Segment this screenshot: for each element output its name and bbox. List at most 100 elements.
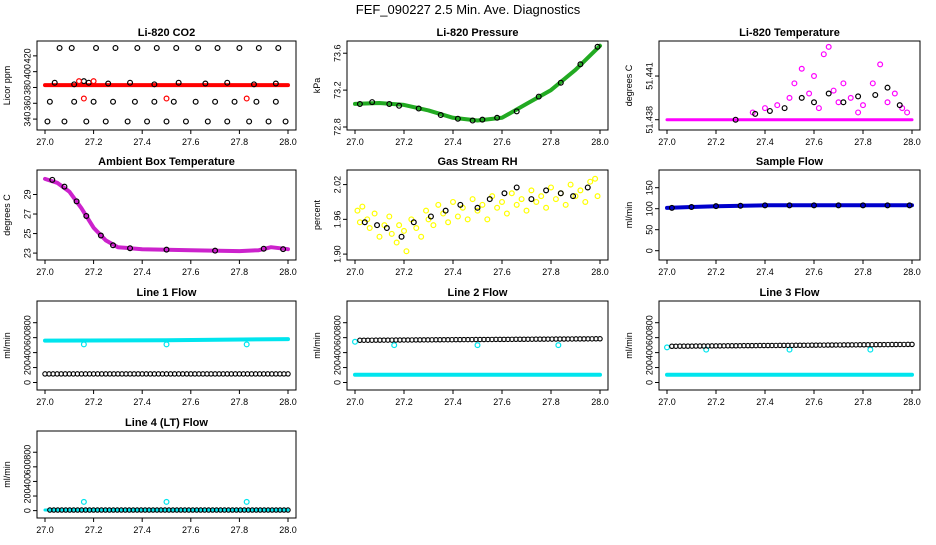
x-tick-label: 27.8 (231, 267, 249, 277)
data-point (587, 178, 594, 185)
data-point (513, 201, 520, 208)
data-point (528, 196, 535, 203)
y-tick-label: 72.8 (332, 118, 342, 136)
data-point (376, 233, 383, 240)
data-point (151, 81, 158, 88)
x-tick-label: 27.4 (133, 137, 151, 147)
y-tick-label: 200 (22, 360, 32, 375)
data-point (275, 44, 282, 51)
data-point (127, 245, 134, 252)
chart-title: Li-820 CO2 (138, 27, 195, 39)
data-point (533, 198, 540, 205)
data-point (810, 99, 817, 106)
y-tick-label: 400 (22, 345, 32, 360)
data-point (528, 187, 535, 194)
data-point (214, 44, 221, 51)
data-point (494, 204, 501, 211)
y-tick-label: 51.441 (644, 62, 654, 90)
x-tick-label: 27.0 (658, 137, 676, 147)
x-tick-label: 27.8 (854, 137, 872, 147)
x-tick-label: 27.0 (36, 397, 54, 407)
data-point (474, 207, 481, 214)
data-point (401, 227, 408, 234)
data-point (582, 198, 589, 205)
x-tick-label: 27.2 (85, 525, 103, 535)
data-point (80, 95, 87, 102)
data-point (224, 118, 231, 125)
x-tick-label: 27.0 (346, 267, 364, 277)
data-point (250, 81, 257, 88)
data-point (163, 95, 170, 102)
data-point (543, 187, 550, 194)
data-point (572, 193, 579, 200)
data-point (272, 80, 279, 87)
data-point (212, 98, 219, 105)
data-point (594, 193, 601, 200)
data-point (403, 248, 410, 255)
x-tick-label: 28.0 (591, 137, 609, 147)
data-point (820, 51, 827, 58)
series-line (353, 43, 602, 123)
data-point (592, 175, 599, 182)
series-line2-cyan-pts (352, 338, 562, 349)
series-line3-dark (669, 341, 915, 349)
y-tick-label: 600 (644, 330, 654, 345)
data-point (855, 93, 862, 100)
data-point (577, 61, 584, 68)
x-tick-label: 27.2 (395, 267, 413, 277)
y-tick-label: 25 (22, 229, 32, 239)
x-tick-label: 27.4 (444, 267, 462, 277)
data-point (597, 336, 603, 342)
y-tick-label: 0 (22, 508, 32, 513)
data-point (906, 202, 913, 209)
data-point (872, 91, 879, 98)
data-point (243, 95, 250, 102)
data-point (594, 43, 601, 50)
data-point (786, 94, 793, 101)
data-point (46, 98, 53, 105)
data-point (430, 222, 437, 229)
data-point (688, 204, 695, 211)
x-tick-label: 28.0 (279, 137, 297, 147)
chart-title: Li-820 Pressure (437, 27, 519, 39)
plot-frame (36, 430, 297, 519)
series-main-extra (76, 78, 250, 102)
series-line1-cyan (43, 337, 290, 343)
data-point (112, 44, 119, 51)
x-tick-label: 27.0 (36, 267, 54, 277)
data-point (896, 102, 903, 109)
x-tick-label: 27.6 (493, 397, 511, 407)
y-tick-label: 600 (22, 330, 32, 345)
plot-frame (658, 40, 921, 131)
data-point (151, 98, 158, 105)
data-point (513, 184, 520, 191)
data-point (791, 80, 798, 87)
plot-frame (346, 40, 609, 131)
data-point (555, 342, 562, 349)
data-point (163, 246, 170, 253)
y-tick-label: 340 (22, 112, 32, 127)
data-point (737, 202, 744, 209)
series-line4-cyan-pts (80, 498, 250, 505)
data-point (457, 201, 464, 208)
data-point (354, 207, 361, 214)
plot-frame (36, 40, 297, 131)
data-point (752, 110, 759, 117)
chart-title: Gas Stream RH (437, 156, 517, 168)
data-point (134, 44, 141, 51)
data-point (567, 181, 574, 188)
x-tick-label: 27.6 (182, 267, 200, 277)
x-tick-label: 27.0 (36, 525, 54, 535)
data-point (80, 498, 87, 505)
data-point (144, 118, 151, 125)
data-point (712, 203, 719, 210)
data-point (786, 202, 793, 209)
series-line (43, 176, 290, 254)
y-tick-label: 0 (644, 380, 654, 385)
data-point (884, 99, 891, 106)
series-ambient (43, 176, 290, 254)
data-point (391, 342, 398, 349)
data-point (388, 230, 395, 237)
x-tick-label: 27.6 (182, 525, 200, 535)
